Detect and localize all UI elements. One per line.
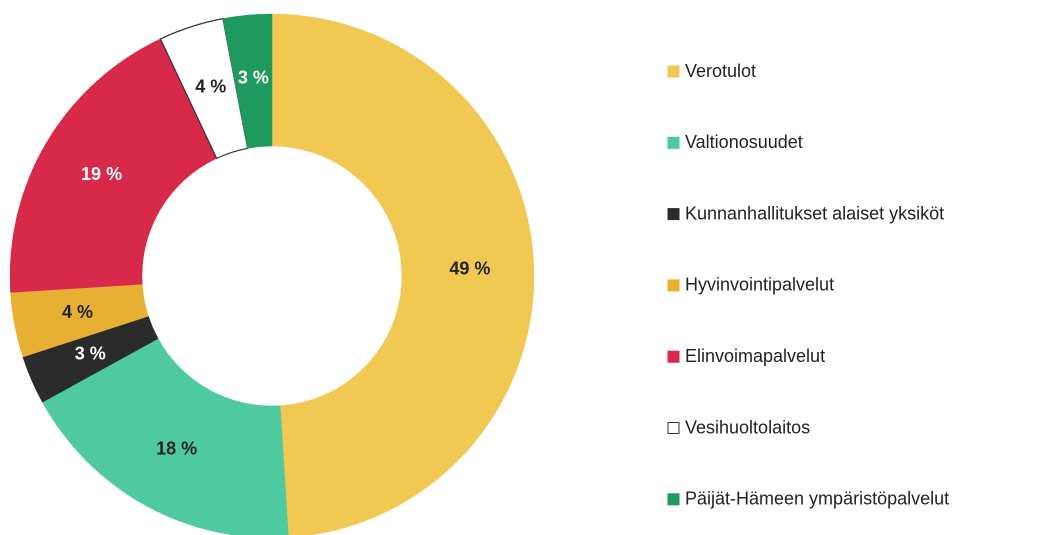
legend-swatch bbox=[667, 208, 680, 221]
slice-label: 4 % bbox=[195, 76, 226, 96]
donut-slice bbox=[42, 338, 289, 535]
slice-label: 49 % bbox=[449, 259, 490, 279]
slice-label: 18 % bbox=[156, 438, 197, 458]
legend-swatch bbox=[667, 422, 680, 434]
slice-label: 3 % bbox=[75, 343, 106, 363]
donut-slice bbox=[271, 13, 535, 535]
legend-swatch bbox=[667, 350, 680, 363]
legend-text: Verotulot bbox=[685, 61, 756, 81]
legend-text: Päijät-Hämeen ympäristöpalvelut bbox=[685, 489, 949, 509]
legend-swatch bbox=[667, 493, 680, 506]
legend-swatch bbox=[667, 65, 680, 78]
legend-text: Hyvinvointipalvelut bbox=[685, 275, 834, 295]
legend-text: Vesihuoltolaitos bbox=[685, 417, 810, 437]
legend-swatch bbox=[667, 279, 680, 292]
donut-slice bbox=[9, 38, 217, 293]
legend-text: Kunnanhallitukset alaiset yksiköt bbox=[685, 203, 944, 223]
slice-label: 19 % bbox=[81, 164, 122, 184]
legend-text: Valtionosuudet bbox=[685, 132, 803, 152]
legend-swatch bbox=[667, 136, 680, 149]
slice-label: 4 % bbox=[62, 302, 93, 322]
legend-text: Elinvoimapalvelut bbox=[685, 346, 825, 366]
donut-slice bbox=[222, 13, 273, 149]
slice-label: 3 % bbox=[238, 68, 269, 88]
